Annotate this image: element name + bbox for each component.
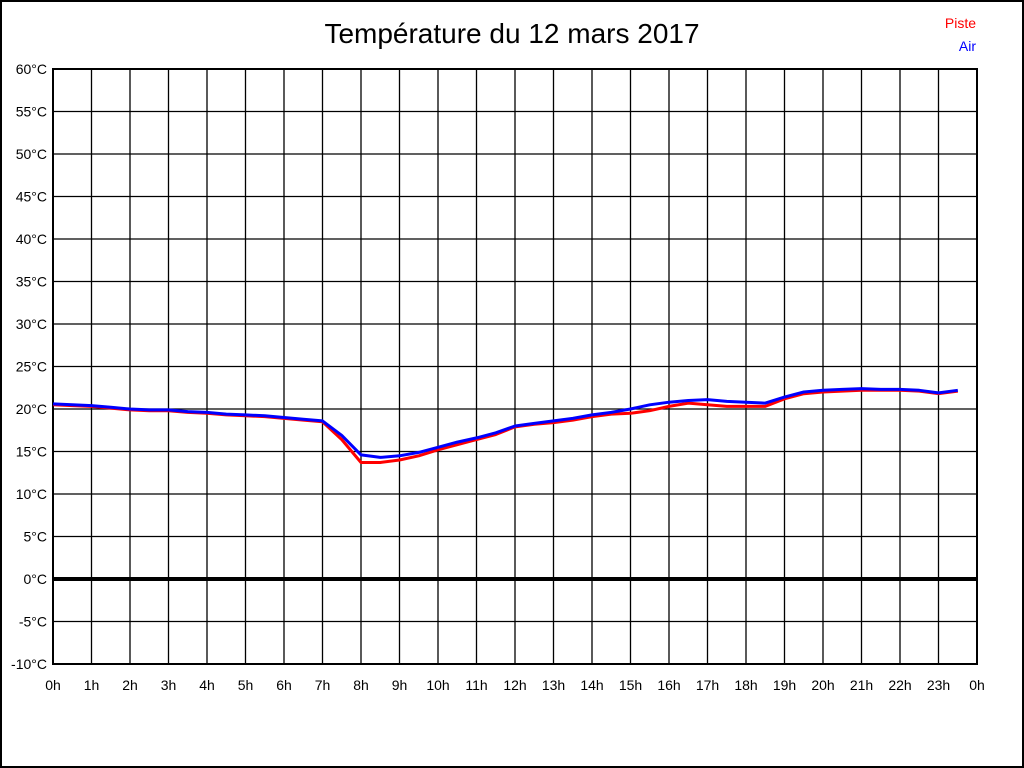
y-tick-label: 25°C: [16, 359, 47, 375]
y-tick-label: 10°C: [16, 486, 47, 502]
x-tick-label: 1h: [84, 677, 100, 693]
x-tick-label: 9h: [392, 677, 408, 693]
x-tick-label: 6h: [276, 677, 292, 693]
x-tick-label: 5h: [238, 677, 254, 693]
x-tick-label: 8h: [353, 677, 369, 693]
x-tick-label: 0h: [45, 677, 61, 693]
x-tick-label: 14h: [580, 677, 603, 693]
y-tick-label: -5°C: [19, 614, 47, 630]
x-tick-label: 3h: [161, 677, 177, 693]
x-tick-label: 0h: [969, 677, 985, 693]
plot-border: [52, 68, 978, 665]
x-tick-label: 7h: [315, 677, 331, 693]
x-tick-label: 15h: [619, 677, 642, 693]
x-tick-label: 10h: [426, 677, 449, 693]
x-tick-label: 11h: [465, 677, 487, 693]
x-tick-label: 18h: [734, 677, 757, 693]
y-tick-label: 20°C: [16, 401, 47, 417]
y-tick-label: 35°C: [16, 274, 47, 290]
y-tick-label: 55°C: [16, 104, 47, 120]
x-tick-label: 19h: [773, 677, 796, 693]
y-tick-label: 15°C: [16, 444, 47, 460]
y-tick-label: 45°C: [16, 189, 47, 205]
x-tick-label: 16h: [657, 677, 680, 693]
y-tick-label: 40°C: [16, 231, 47, 247]
x-tick-label: 21h: [850, 677, 873, 693]
y-tick-label: 0°C: [24, 571, 48, 587]
y-tick-label: -10°C: [11, 656, 47, 672]
legend: Piste Air: [945, 12, 976, 58]
y-tick-label: 30°C: [16, 316, 47, 332]
chart-title: Température du 12 mars 2017: [324, 18, 700, 49]
x-tick-label: 22h: [888, 677, 911, 693]
x-tick-label: 23h: [927, 677, 950, 693]
series-line-air: [52, 387, 959, 459]
x-tick-label: 20h: [811, 677, 834, 693]
x-tick-label: 17h: [696, 677, 719, 693]
x-tick-label: 12h: [503, 677, 526, 693]
legend-item-piste: Piste: [944, 15, 976, 31]
x-tick-label: 13h: [542, 677, 565, 693]
y-tick-label: 5°C: [24, 529, 48, 545]
y-tick-label: 50°C: [16, 146, 47, 162]
y-tick-label: 60°C: [16, 61, 47, 77]
x-tick-label: 2h: [122, 677, 138, 693]
x-tick-label: 4h: [199, 677, 215, 693]
legend-item-air: Air: [958, 38, 976, 54]
